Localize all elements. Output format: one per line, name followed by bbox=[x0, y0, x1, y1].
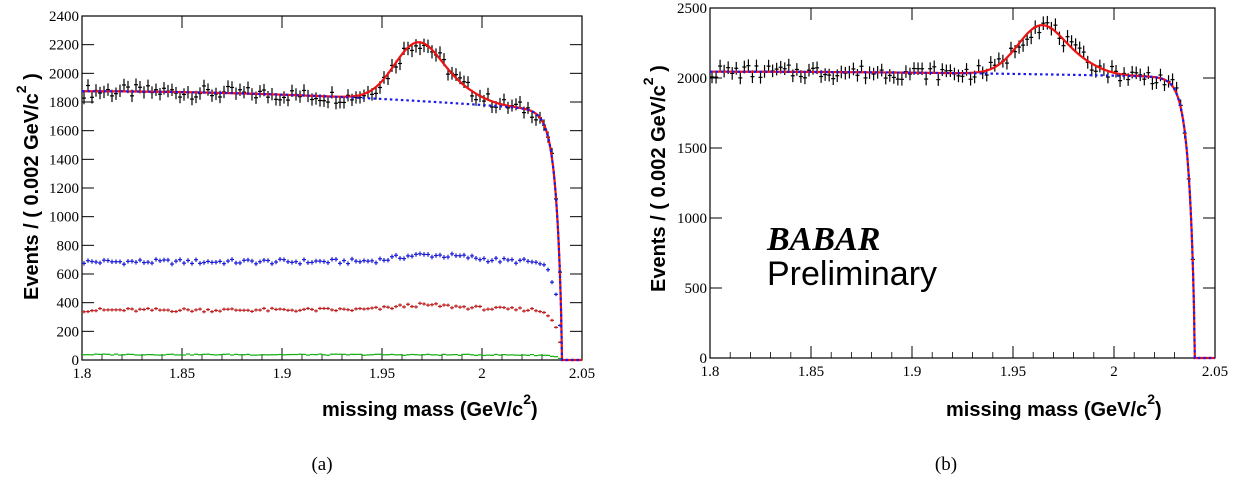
y-tick-label-a-0: 0 bbox=[72, 353, 80, 369]
x-axis-label-b-main: missing mass (GeV/c bbox=[946, 399, 1147, 421]
panel-b: 1.8 1.85 1.9 1.95 2 2.0505001000150020002500 … bbox=[640, 1, 1228, 475]
y-tick-label-b-5: 2500 bbox=[677, 1, 707, 17]
y-tick-label-a-7: 1400 bbox=[49, 152, 79, 168]
chart-marks-b bbox=[710, 15, 1215, 360]
y-tick-label-b-2: 1000 bbox=[677, 211, 707, 227]
y-tick-label-a-12: 2400 bbox=[49, 9, 79, 25]
y-tick-label-a-10: 2000 bbox=[49, 66, 79, 82]
y-tick-label-a-1: 200 bbox=[57, 324, 80, 340]
x-axis-label-b-sup: 2 bbox=[1147, 391, 1155, 407]
x-tick-label-a-0: 1.8 bbox=[73, 366, 92, 382]
data-series-a-2 bbox=[82, 301, 562, 344]
y-tick-label-b-4: 2000 bbox=[677, 71, 707, 87]
y-tick-label-b-1: 500 bbox=[685, 281, 708, 297]
x-axis-label-a: missing mass (GeV/c2) bbox=[322, 391, 538, 421]
y-tick-label-a-5: 1000 bbox=[49, 210, 79, 226]
y-tick-label-b-3: 1500 bbox=[677, 141, 707, 157]
y-axis-label-b-sup: 2 bbox=[640, 77, 656, 85]
y-tick-label-b-0: 0 bbox=[700, 351, 708, 367]
caption-b: (b) bbox=[935, 454, 957, 475]
fit-background-curve-a bbox=[82, 90, 582, 362]
y-axis-label-a-end: ) bbox=[21, 73, 43, 85]
data-series-b-0 bbox=[710, 15, 1195, 264]
x-tick-label-a-3: 1.95 bbox=[369, 366, 395, 382]
chart-marks-a bbox=[82, 38, 582, 362]
y-tick-label-a-8: 1600 bbox=[49, 124, 79, 140]
x-tick-label-b-3: 1.95 bbox=[1000, 364, 1026, 380]
y-tick-label-a-11: 2200 bbox=[49, 38, 79, 54]
x-tick-label-b-1: 1.85 bbox=[798, 364, 824, 380]
data-series-a-3 bbox=[82, 353, 562, 360]
panel-a: 1.8 1.85 1.9 1.95 2 2.05 0 200 400 600 800 1000 1200… bbox=[13, 9, 595, 475]
preliminary-label: Preliminary bbox=[767, 255, 937, 293]
data-series-a-1 bbox=[82, 251, 562, 327]
x-axis-label-b-end: ) bbox=[1155, 399, 1162, 421]
y-tick-label-a-2: 400 bbox=[57, 296, 80, 312]
y-tick-label-a-6: 1200 bbox=[49, 181, 79, 197]
plot-frame-b bbox=[709, 7, 1216, 359]
axis-ticks-b: 1.8 1.85 1.9 1.95 2 2.05 0 500 1000 1500 2000 2500 bbox=[677, 1, 1228, 380]
x-tick-label-b-4: 2 bbox=[1110, 364, 1118, 380]
axis-ticks-a: 1.8 1.85 1.9 1.95 2 2.05 0 200 400 600 800 1000 1200… bbox=[49, 9, 595, 382]
x-axis-label-a-main: missing mass (GeV/c bbox=[322, 399, 523, 421]
y-axis-label-b-end: ) bbox=[648, 65, 670, 77]
y-axis-label-a: Events / ( 0.002 GeV/c2 ) bbox=[13, 73, 43, 300]
caption-a: (a) bbox=[311, 454, 332, 475]
y-axis-label-a-main: Events / ( 0.002 GeV/c bbox=[21, 93, 43, 300]
x-tick-label-b-2: 1.9 bbox=[903, 364, 922, 380]
x-tick-label-a-4: 2 bbox=[478, 366, 486, 382]
x-tick-label-b-0: 1.8 bbox=[701, 364, 720, 380]
data-series-a-0 bbox=[82, 38, 562, 276]
x-axis-label-a-end: ) bbox=[531, 399, 538, 421]
babar-logo-text: BABAR bbox=[766, 221, 880, 258]
fit-background-curve-b bbox=[710, 70, 1215, 360]
x-tick-label-a-2: 1.9 bbox=[273, 366, 292, 382]
x-tick-label-a-1: 1.85 bbox=[169, 366, 195, 382]
x-axis-label-a-sup: 2 bbox=[523, 391, 531, 407]
y-axis-label-a-sup: 2 bbox=[13, 85, 29, 93]
x-axis-label-b: missing mass (GeV/c2) bbox=[946, 391, 1162, 421]
y-axis-label-b-main: Events / ( 0.002 GeV/c bbox=[648, 85, 670, 292]
babar-logo: BABAR bbox=[766, 221, 880, 258]
y-axis-label-b: Events / ( 0.002 GeV/c2 ) bbox=[640, 65, 670, 292]
x-tick-label-b-5: 2.05 bbox=[1202, 364, 1228, 380]
y-tick-label-a-9: 1800 bbox=[49, 95, 79, 111]
y-tick-label-a-4: 800 bbox=[57, 238, 80, 254]
y-tick-label-a-3: 600 bbox=[57, 267, 80, 283]
x-tick-label-a-5: 2.05 bbox=[569, 366, 595, 382]
